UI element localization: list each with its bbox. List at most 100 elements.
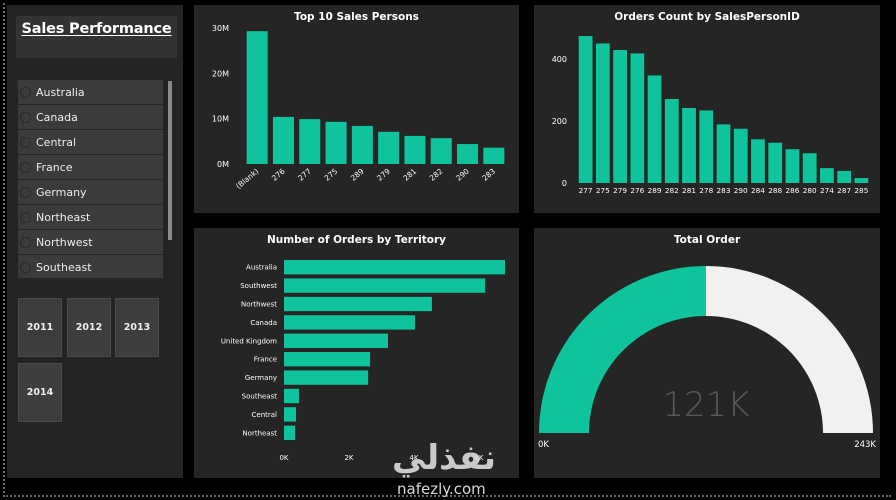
bar-287[interactable] xyxy=(837,170,852,183)
bar-283[interactable] xyxy=(483,147,505,164)
radio-circle-icon[interactable] xyxy=(20,261,31,273)
y-tick-label: Canada xyxy=(250,319,277,327)
x-tick-label: 279 xyxy=(375,166,392,182)
bar-290[interactable] xyxy=(733,128,748,183)
bar-northwest[interactable] xyxy=(284,296,432,312)
year-tile-2012[interactable]: 2012 xyxy=(67,298,111,357)
gauge-remaining-arc[interactable] xyxy=(706,266,873,433)
bar-289[interactable] xyxy=(351,125,373,164)
slicer-item-germany[interactable]: Germany xyxy=(18,180,163,204)
bar-southeast[interactable] xyxy=(284,388,299,404)
top10-sales-chart: 0M 10M 20M 30M (Blank) 276 277 275 289 279 281 282 2… xyxy=(212,24,505,191)
bar-290[interactable] xyxy=(457,144,479,164)
gauge-min-label: 0K xyxy=(538,440,549,450)
bar-281[interactable] xyxy=(682,107,696,183)
year-tile-2013[interactable]: 2013 xyxy=(115,298,159,357)
x-tick-label: 277 xyxy=(579,186,593,195)
x-tick-label: 287 xyxy=(837,186,851,195)
bar-278[interactable] xyxy=(699,110,714,183)
bar-279[interactable] xyxy=(378,131,400,164)
gauge-chart-title: Total Order xyxy=(673,234,741,246)
bar-288[interactable] xyxy=(768,142,783,183)
x-tick-label: 283 xyxy=(480,166,497,182)
radio-circle-icon[interactable] xyxy=(20,136,31,148)
x-tick-label: 6K xyxy=(474,454,483,462)
bar-285[interactable] xyxy=(854,178,869,183)
slicer-item-label: Australia xyxy=(36,85,85,99)
bar-(Blank)[interactable] xyxy=(246,31,268,164)
year-tile-2014[interactable]: 2014 xyxy=(18,363,62,422)
y-tick-label: Australia xyxy=(246,264,277,272)
slicer-item-australia[interactable]: Australia xyxy=(18,80,163,104)
y-tick-label: 30M xyxy=(212,24,229,33)
x-tick-label: 283 xyxy=(717,186,731,195)
bar-289[interactable] xyxy=(647,75,662,183)
bar-276[interactable] xyxy=(272,116,294,164)
slicer-scrollbar[interactable] xyxy=(168,81,172,240)
x-tick-label: 4K xyxy=(409,454,418,462)
bar-united-kingdom[interactable] xyxy=(284,333,388,348)
territory-slicer[interactable]: Australia Canada Central France Germany North… xyxy=(18,80,163,278)
bar-281[interactable] xyxy=(404,135,426,164)
bar-282[interactable] xyxy=(664,98,679,183)
radio-circle-icon[interactable] xyxy=(20,186,31,198)
slicer-item-northwest[interactable]: Northwest xyxy=(18,230,163,254)
territory-chart-title: Number of Orders by Territory xyxy=(266,234,447,246)
slicer-item-canada[interactable]: Canada xyxy=(18,105,163,129)
bar-central[interactable] xyxy=(284,407,297,422)
x-tick-label: 282 xyxy=(665,186,679,195)
bar-279[interactable] xyxy=(613,50,627,184)
bar-286[interactable] xyxy=(785,149,800,183)
orders-chart-title: Orders Count by SalesPersonID xyxy=(614,11,800,23)
y-tick-label: 10M xyxy=(212,115,229,124)
radio-circle-icon[interactable] xyxy=(20,236,31,248)
y-tick-label: 0 xyxy=(562,179,567,188)
territory-orders-panel: Number of Orders by Territory Australia S… xyxy=(194,228,519,478)
y-tick-label: 200 xyxy=(552,117,567,126)
report-title-box: Sales Performance xyxy=(16,16,177,58)
bar-germany[interactable] xyxy=(284,370,369,385)
bar-274[interactable] xyxy=(820,168,834,183)
bar-280[interactable] xyxy=(802,153,817,183)
radio-circle-icon[interactable] xyxy=(20,211,31,223)
radio-circle-icon[interactable] xyxy=(20,161,31,173)
bar-australia[interactable] xyxy=(284,260,505,275)
x-tick-label: 285 xyxy=(854,186,868,195)
radio-circle-icon[interactable] xyxy=(20,111,31,123)
bar-canada[interactable] xyxy=(284,315,415,330)
slicer-item-southeast[interactable]: Southeast xyxy=(18,255,163,278)
bar-southwest[interactable] xyxy=(284,278,486,293)
top10-sales-panel: Top 10 Sales Persons 0M 10M 20M 30M (Blank) 2… xyxy=(194,5,519,213)
total-order-panel: Total Order 121K 0K 243K xyxy=(534,228,880,478)
bar-northeast[interactable] xyxy=(284,425,296,440)
bar-282[interactable] xyxy=(430,138,452,164)
slicer-item-northeast[interactable]: Northeast xyxy=(18,205,163,229)
bar-275[interactable] xyxy=(325,121,347,164)
y-tick-label: Southeast xyxy=(242,393,278,401)
gauge-value-arc[interactable] xyxy=(539,266,706,433)
x-tick-label: 289 xyxy=(349,166,366,182)
x-tick-label: 280 xyxy=(803,186,817,195)
x-tick-label: 290 xyxy=(454,166,471,182)
radio-circle-icon[interactable] xyxy=(20,86,31,98)
bar-277[interactable] xyxy=(299,119,321,164)
x-tick-label: 289 xyxy=(648,186,662,195)
bar-275[interactable] xyxy=(595,43,610,184)
y-tick-label: Central xyxy=(252,411,278,419)
slicer-item-central[interactable]: Central xyxy=(18,130,163,154)
y-tick-label: Southwest xyxy=(240,282,277,290)
bar-283[interactable] xyxy=(716,124,731,183)
slicer-item-france[interactable]: France xyxy=(18,155,163,179)
x-tick-label: 277 xyxy=(296,166,313,182)
year-tile-2011[interactable]: 2011 xyxy=(18,298,62,357)
bar-276[interactable] xyxy=(630,53,645,183)
top10-chart-title: Top 10 Sales Persons xyxy=(294,11,419,23)
bar-277[interactable] xyxy=(578,36,593,183)
x-tick-label: 276 xyxy=(270,166,287,182)
bar-284[interactable] xyxy=(751,139,765,183)
y-tick-label: France xyxy=(254,356,277,364)
slicer-item-label: Germany xyxy=(36,185,87,199)
bar-france[interactable] xyxy=(284,352,371,367)
slicer-item-label: France xyxy=(36,160,73,174)
slicer-item-label: Northeast xyxy=(36,210,91,224)
